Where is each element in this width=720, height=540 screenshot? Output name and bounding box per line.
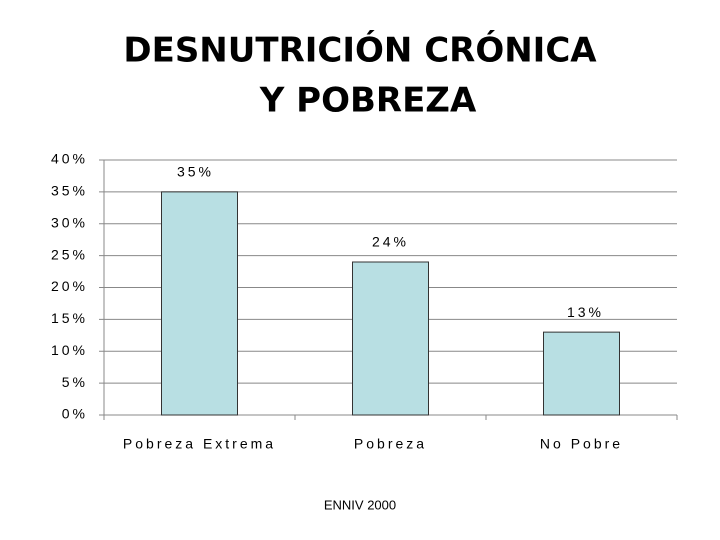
value-label: 24% bbox=[372, 234, 409, 250]
y-tick-label: 30% bbox=[51, 214, 88, 230]
y-tick-label: 40% bbox=[51, 151, 88, 167]
value-label: 35% bbox=[177, 164, 214, 180]
y-tick-label: 5% bbox=[62, 374, 88, 390]
bar bbox=[352, 261, 429, 416]
bar bbox=[543, 331, 620, 416]
y-tick-label: 35% bbox=[51, 183, 88, 199]
x-tick-label: Pobreza Extrema bbox=[123, 436, 276, 452]
y-tick-label: 10% bbox=[51, 342, 88, 358]
chart-title: DESNUTRICIÓN CRÓNICA bbox=[123, 30, 597, 71]
x-tick-label: Pobreza bbox=[354, 436, 427, 452]
source-note: ENNIV 2000 bbox=[324, 497, 396, 512]
y-tick-label: 15% bbox=[51, 310, 88, 326]
bar bbox=[161, 191, 238, 416]
y-tick-label: 0% bbox=[62, 406, 88, 422]
value-label: 13% bbox=[567, 304, 604, 320]
x-tick-label: No Pobre bbox=[540, 436, 623, 452]
y-tick-label: 20% bbox=[51, 278, 88, 294]
y-tick-label: 25% bbox=[51, 246, 88, 262]
chart-title: Y POBREZA bbox=[259, 81, 477, 121]
